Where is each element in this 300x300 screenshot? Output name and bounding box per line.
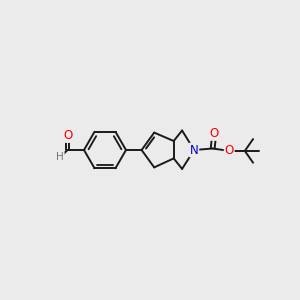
Text: H: H xyxy=(56,152,64,163)
Text: N: N xyxy=(190,143,199,157)
Text: O: O xyxy=(63,129,72,142)
Text: O: O xyxy=(210,127,219,140)
Text: O: O xyxy=(225,144,234,158)
